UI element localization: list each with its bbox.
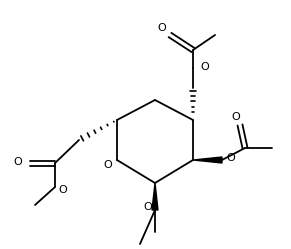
Text: O: O [143, 202, 152, 212]
Text: O: O [13, 157, 22, 167]
Polygon shape [193, 157, 222, 163]
Text: O: O [158, 23, 166, 33]
Text: O: O [232, 112, 240, 122]
Text: O: O [58, 185, 67, 195]
Text: O: O [226, 153, 235, 163]
Polygon shape [152, 183, 158, 210]
Text: O: O [104, 160, 112, 170]
Text: O: O [200, 62, 209, 72]
